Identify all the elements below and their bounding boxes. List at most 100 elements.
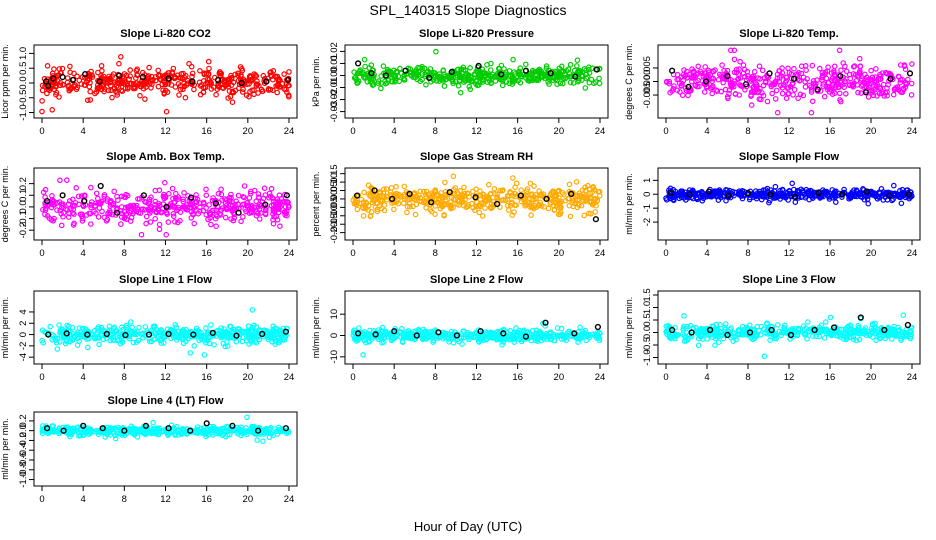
data-point xyxy=(498,197,505,204)
data-point xyxy=(872,330,878,337)
panel-title: Slope Gas Stream RH xyxy=(420,151,533,163)
data-point xyxy=(572,200,579,206)
point-cloud xyxy=(39,53,292,115)
black-point xyxy=(355,60,362,67)
data-point xyxy=(717,192,723,199)
black-point xyxy=(886,192,893,199)
data-point xyxy=(795,95,801,102)
data-point xyxy=(266,190,273,197)
y-tick-label: 0.1 xyxy=(18,189,29,202)
data-point xyxy=(66,210,72,217)
data-point xyxy=(127,202,134,209)
data-point xyxy=(73,185,80,191)
data-point xyxy=(393,68,400,75)
x-tick-label: 12 xyxy=(784,126,795,137)
x-tick-label: 0 xyxy=(39,494,44,505)
y-tick-label: 10 xyxy=(329,309,340,320)
data-point xyxy=(855,325,862,331)
data-point xyxy=(477,188,483,194)
data-point xyxy=(163,209,170,216)
data-point xyxy=(213,91,219,98)
y-tick-label: 0 xyxy=(329,333,340,338)
x-tick-label: 8 xyxy=(433,126,438,137)
data-point xyxy=(217,70,224,77)
data-point xyxy=(412,211,419,218)
data-point xyxy=(461,193,468,199)
black-point xyxy=(746,329,754,336)
data-point xyxy=(767,337,773,344)
data-point xyxy=(413,70,420,77)
data-point xyxy=(809,62,816,69)
data-point xyxy=(720,193,726,200)
data-point xyxy=(122,85,129,92)
y-axis-label: ml/min per min. xyxy=(0,418,10,480)
data-point xyxy=(273,325,280,332)
data-point xyxy=(100,73,107,80)
data-point xyxy=(123,211,130,217)
data-point xyxy=(760,92,767,99)
data-point xyxy=(244,330,251,336)
black-point xyxy=(475,62,482,70)
black-point xyxy=(428,199,435,206)
y-tick-label: -0.4 xyxy=(18,442,29,458)
data-point xyxy=(865,94,872,100)
data-point xyxy=(264,75,271,82)
data-point xyxy=(891,86,898,93)
data-point xyxy=(232,71,239,78)
data-point xyxy=(837,97,843,103)
data-point xyxy=(800,74,807,81)
data-point xyxy=(268,73,275,79)
panel-title: Slope Li-820 Temp. xyxy=(739,28,838,40)
data-point xyxy=(779,193,786,200)
data-point xyxy=(210,195,216,201)
x-tick-label: 4 xyxy=(704,372,709,383)
data-point xyxy=(550,188,556,195)
data-point xyxy=(76,325,83,331)
data-point xyxy=(437,76,444,83)
data-point xyxy=(495,333,501,340)
data-point xyxy=(64,75,71,81)
y-axis-label: degrees C per min. xyxy=(624,43,634,120)
data-point xyxy=(679,188,686,195)
data-point xyxy=(596,192,603,199)
black-series xyxy=(668,314,912,339)
data-point xyxy=(51,66,57,72)
black-point xyxy=(84,331,91,338)
data-point xyxy=(79,213,85,220)
data-point xyxy=(109,73,116,79)
data-point xyxy=(377,189,384,196)
data-point xyxy=(252,72,259,78)
data-point xyxy=(397,65,403,72)
data-point xyxy=(454,336,461,343)
data-point xyxy=(201,337,208,344)
data-point xyxy=(383,186,390,192)
black-point xyxy=(500,330,507,337)
data-point xyxy=(142,324,149,330)
data-point xyxy=(459,341,465,347)
data-point xyxy=(252,329,259,336)
data-point xyxy=(253,198,260,205)
data-point xyxy=(260,438,266,445)
data-point xyxy=(197,91,204,98)
data-point xyxy=(398,325,405,332)
black-point xyxy=(163,203,170,211)
data-point xyxy=(442,73,449,80)
data-point xyxy=(163,231,170,238)
data-point xyxy=(67,69,74,76)
data-point xyxy=(517,65,524,71)
x-tick-label: 12 xyxy=(160,248,171,259)
black-point xyxy=(863,188,871,195)
x-tick-label: 0 xyxy=(663,126,668,137)
data-point xyxy=(46,215,53,221)
data-point xyxy=(284,212,290,219)
black-point xyxy=(413,332,420,339)
data-point xyxy=(803,67,809,74)
x-tick-label: 20 xyxy=(243,248,254,259)
data-point xyxy=(586,79,593,86)
data-point xyxy=(213,197,219,204)
data-point xyxy=(221,326,227,332)
data-point xyxy=(855,72,862,79)
data-point xyxy=(693,324,699,331)
